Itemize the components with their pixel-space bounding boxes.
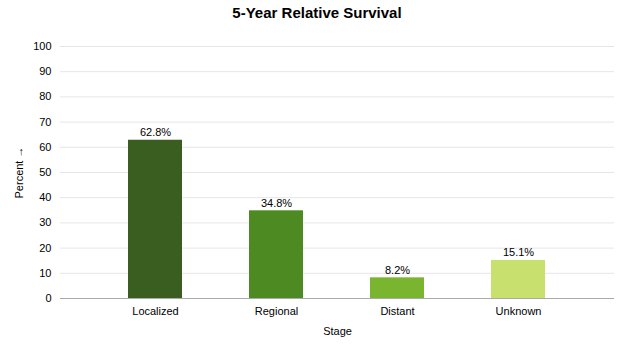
svg-text:8.2%: 8.2% [385, 264, 410, 276]
svg-text:Regional: Regional [255, 305, 298, 317]
svg-text:Unknown: Unknown [496, 305, 542, 317]
svg-text:30: 30 [39, 216, 51, 228]
svg-text:Distant: Distant [380, 305, 414, 317]
svg-text:70: 70 [39, 116, 51, 128]
svg-text:Stage: Stage [323, 325, 352, 337]
svg-text:34.8%: 34.8% [261, 197, 292, 209]
svg-text:20: 20 [39, 242, 51, 254]
html-text:5-Year Relative Survival: 5-Year Relative Survival [232, 4, 402, 21]
svg-text:90: 90 [39, 65, 51, 77]
svg-text:Percent →: Percent → [13, 147, 25, 199]
svg-text:10: 10 [39, 267, 51, 279]
svg-text:60: 60 [39, 141, 51, 153]
svg-text:Localized: Localized [132, 305, 178, 317]
svg-text:50: 50 [39, 166, 51, 178]
svg-text:15.1%: 15.1% [503, 246, 534, 258]
svg-text:62.8%: 62.8% [140, 126, 171, 138]
svg-text:0: 0 [45, 292, 51, 304]
svg-text:40: 40 [39, 191, 51, 203]
svg-text:100: 100 [33, 40, 51, 52]
svg-text:80: 80 [39, 90, 51, 102]
